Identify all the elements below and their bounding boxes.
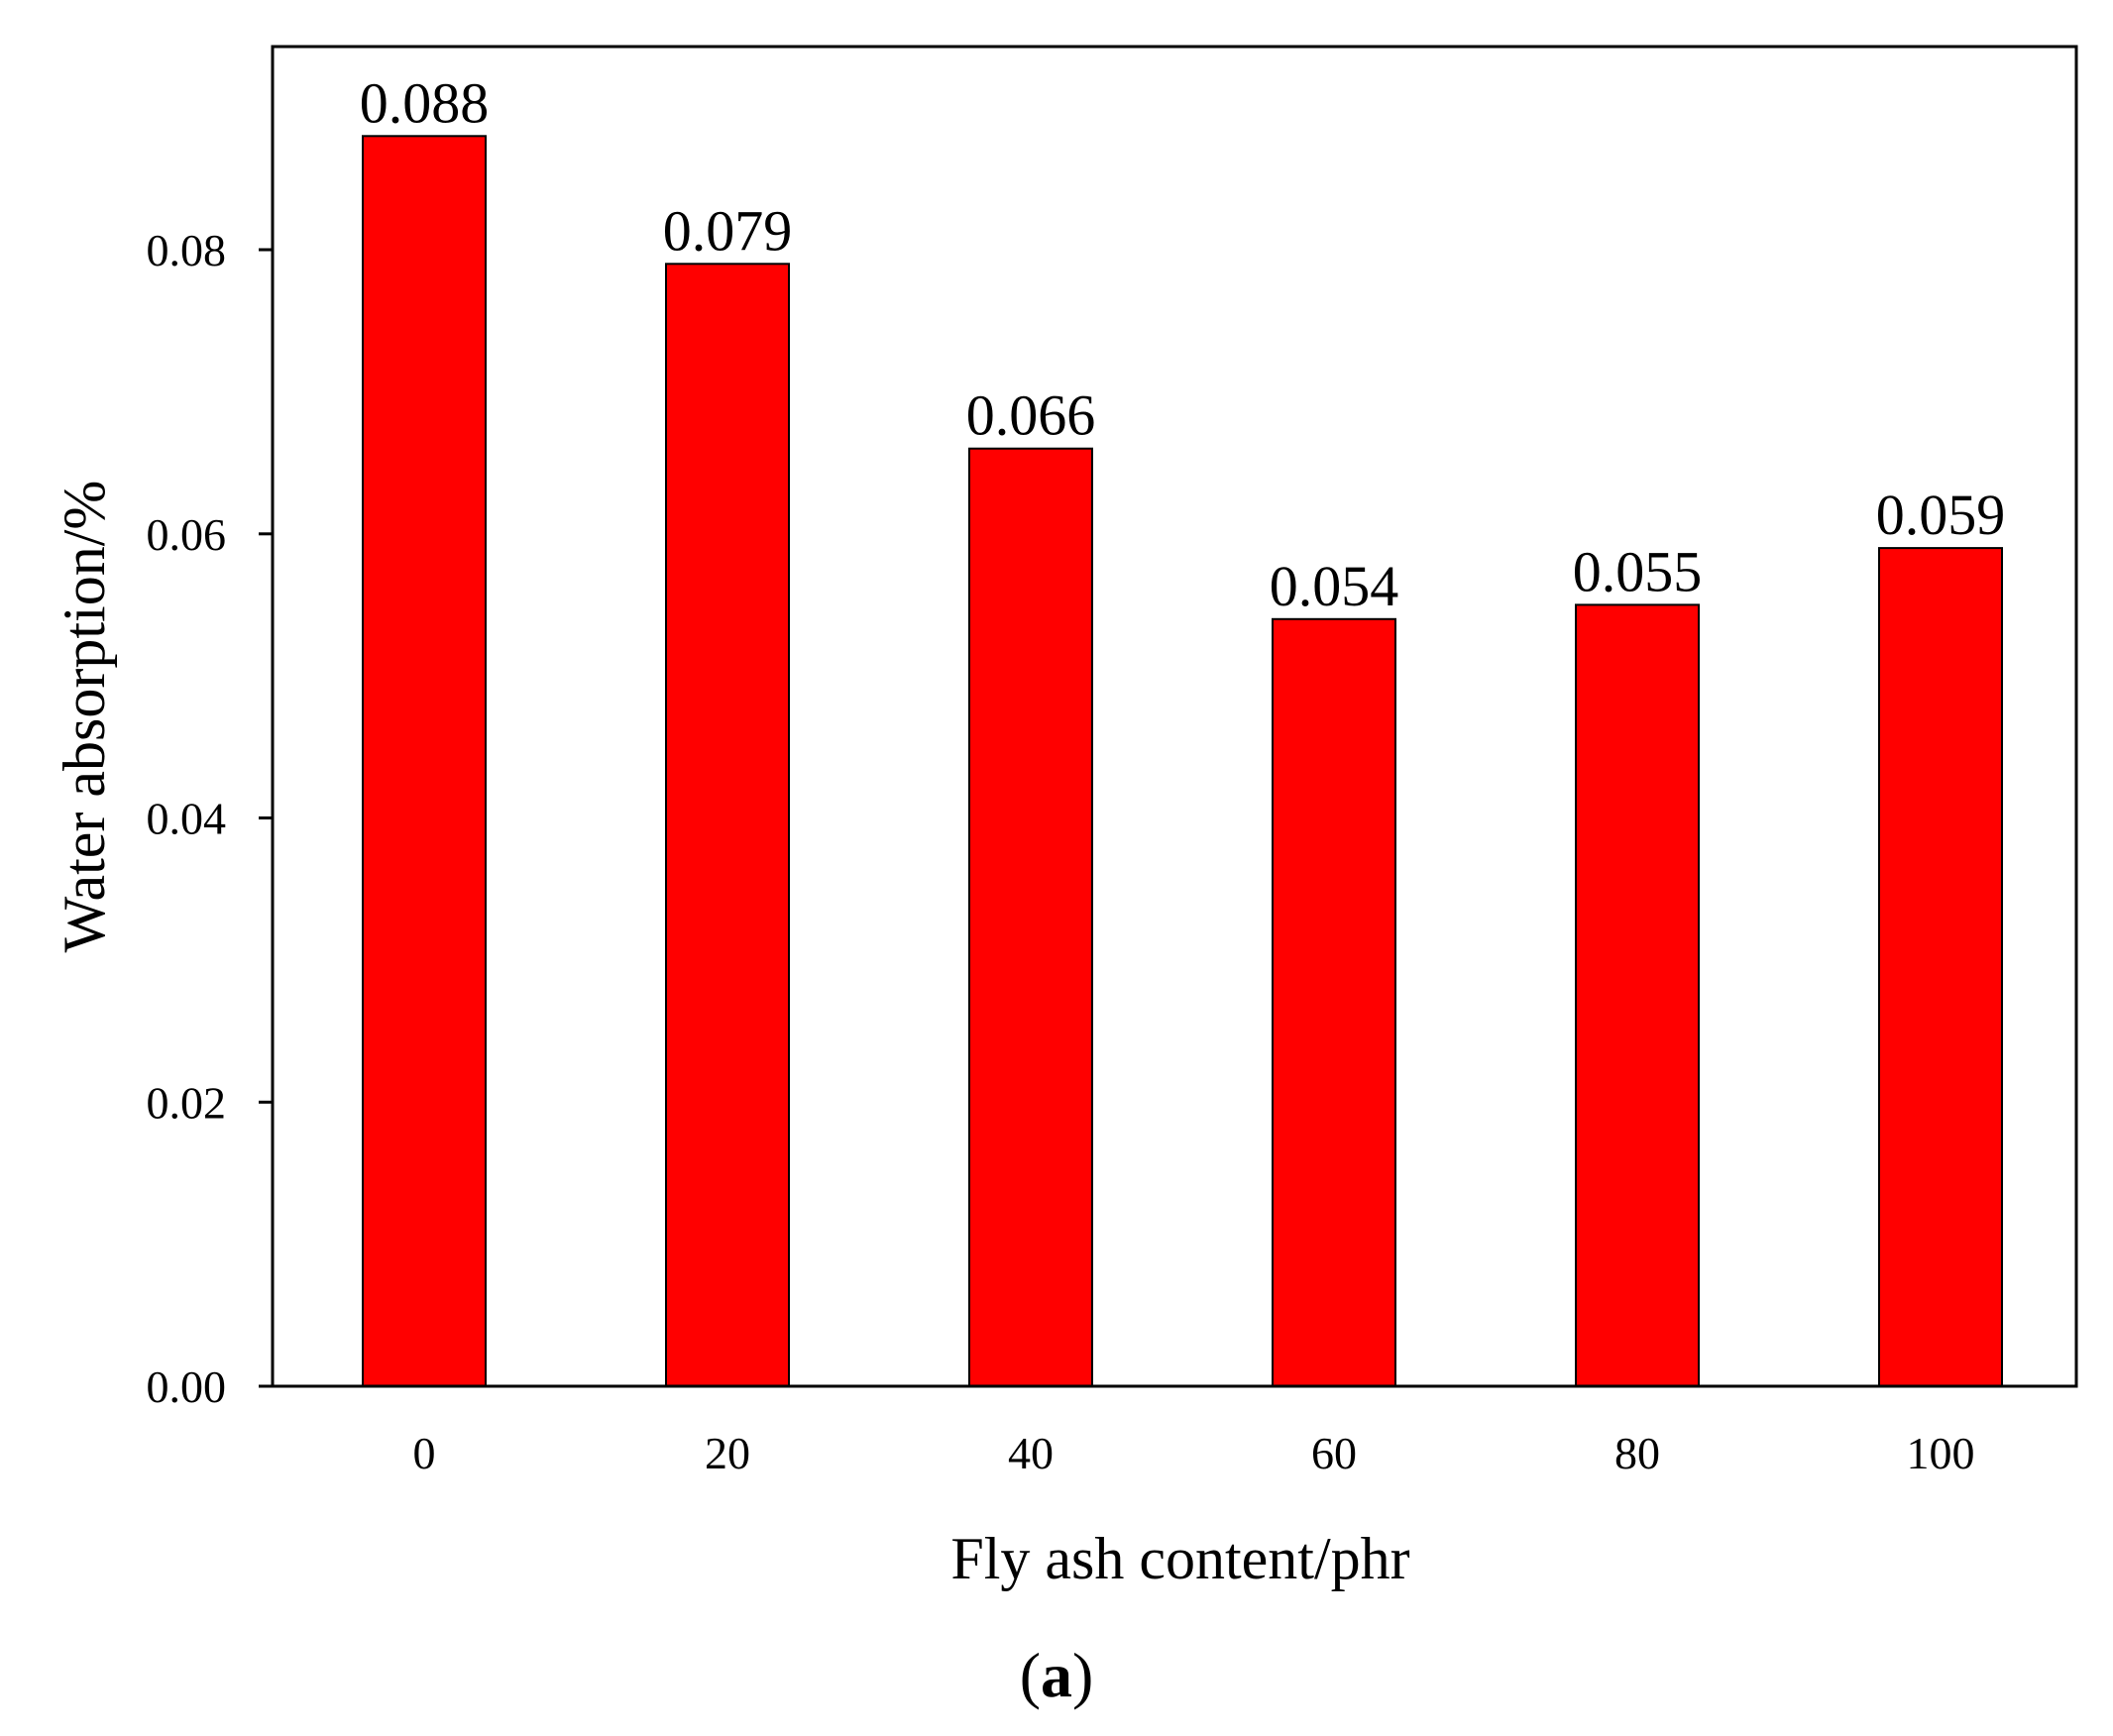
plot-frame <box>271 45 2078 1388</box>
y-tick-label: 0.08 <box>147 225 227 275</box>
bar-0 <box>362 135 487 1387</box>
panel-label-open: ( <box>1020 1640 1041 1710</box>
panel-label-close: ) <box>1072 1640 1093 1710</box>
x-tick-label-0: 0 <box>413 1428 436 1478</box>
data-label-20: 0.079 <box>663 198 793 263</box>
data-label-100: 0.059 <box>1876 483 2006 547</box>
panel-label-letter: a <box>1041 1640 1072 1710</box>
x-axis-title: Fly ash content/phr <box>950 1526 1409 1591</box>
data-labels-layer: 0.088 0.079 0.066 0.054 0.055 0.059 <box>360 70 2006 618</box>
y-axis-title: Water absorption/% <box>52 481 117 953</box>
x-axis-ticks: 0 20 40 60 80 100 <box>413 1428 1975 1478</box>
panel-label: (a) <box>1020 1640 1094 1710</box>
bar-20 <box>665 263 790 1387</box>
data-label-40: 0.066 <box>966 383 1096 448</box>
y-axis-ticks: 0.00 0.02 0.04 0.06 0.08 <box>147 225 273 1412</box>
data-label-0: 0.088 <box>360 70 490 135</box>
bars-layer <box>362 135 2003 1387</box>
y-tick-label: 0.00 <box>147 1361 227 1412</box>
bar-100 <box>1878 547 2003 1387</box>
data-label-80: 0.055 <box>1573 539 1703 603</box>
data-label-60: 0.054 <box>1270 554 1399 618</box>
x-tick-label-80: 80 <box>1614 1428 1660 1478</box>
bar-80 <box>1575 603 1700 1387</box>
x-tick-label-100: 100 <box>1907 1428 1975 1478</box>
x-tick-label-20: 20 <box>705 1428 750 1478</box>
y-tick-label: 0.02 <box>147 1077 227 1128</box>
bar-60 <box>1272 617 1396 1387</box>
x-tick-label-40: 40 <box>1008 1428 1054 1478</box>
y-tick-label: 0.04 <box>147 794 227 844</box>
x-tick-label-60: 60 <box>1311 1428 1357 1478</box>
y-tick-label: 0.06 <box>147 509 227 560</box>
bar-40 <box>968 447 1093 1387</box>
